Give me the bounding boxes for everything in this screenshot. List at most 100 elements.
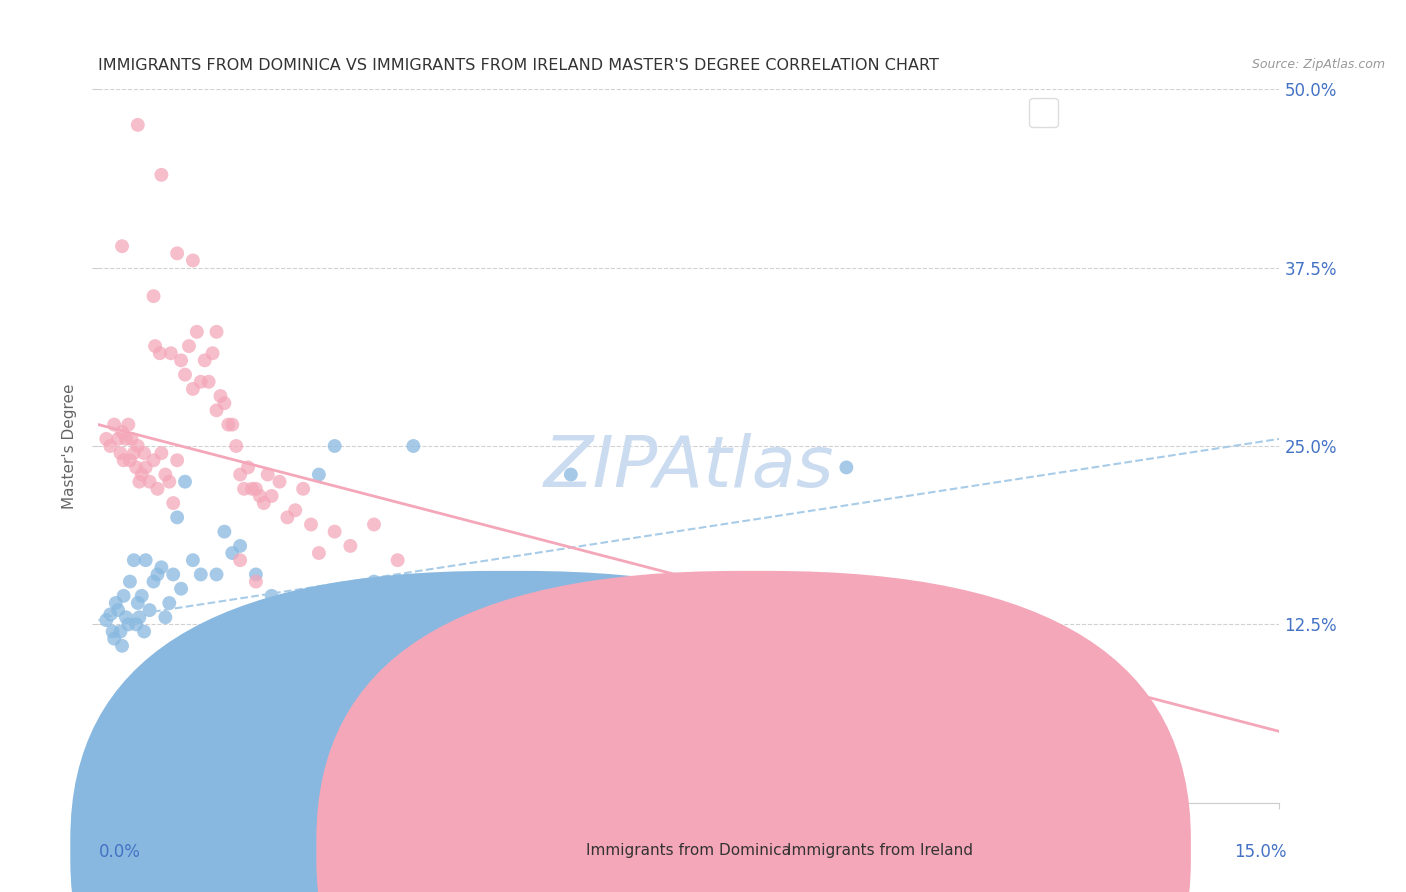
Point [402,439,425,453]
Point [205,403,228,417]
Point [214,524,236,539]
Point [128,610,150,624]
Point [103,632,125,646]
Point [128,475,150,489]
Text: Immigrants from Ireland: Immigrants from Ireland [787,843,973,858]
Point [253,496,276,510]
Point [127,118,149,132]
Point [308,546,330,560]
Point [101,624,124,639]
Point [107,432,129,446]
Point [107,603,129,617]
Point [240,482,263,496]
Point [162,567,184,582]
Point [221,546,243,560]
Point [796,624,818,639]
Point [170,353,193,368]
Point [118,453,141,467]
Point [339,539,361,553]
Point [194,353,217,368]
Point [150,168,173,182]
Point [155,610,177,624]
Point [132,446,155,460]
Point [142,574,165,589]
Point [138,475,160,489]
Point [221,417,243,432]
Point [122,446,145,460]
Point [177,339,200,353]
Point [138,603,160,617]
Point [245,567,267,582]
Text: ZIPAtlas: ZIPAtlas [544,433,834,502]
Point [132,624,155,639]
Point [146,482,169,496]
Point [323,439,346,453]
Point [127,439,149,453]
Point [142,289,165,303]
Point [160,346,183,360]
Point [98,607,121,622]
Point [214,396,236,410]
Point [110,624,132,639]
Point [135,460,157,475]
Point [131,589,153,603]
Point [181,382,204,396]
Point [110,446,132,460]
Point [249,489,271,503]
Point [441,674,464,689]
Point [236,460,259,475]
Point [299,517,322,532]
Point [269,475,291,489]
Point [112,453,135,467]
Point [217,417,239,432]
Point [599,667,621,681]
Point [111,239,134,253]
Point [481,660,503,674]
Text: 0.0%: 0.0% [98,843,141,861]
Text: Immigrants from Dominica: Immigrants from Dominica [586,843,792,858]
Point [323,524,346,539]
Point [256,467,278,482]
Point [111,639,134,653]
Text: 15.0%: 15.0% [1234,843,1286,861]
Y-axis label: Master's Degree: Master's Degree [62,384,77,508]
Point [142,453,165,467]
Point [96,432,118,446]
Point [418,653,440,667]
Point [131,467,153,482]
Point [155,467,177,482]
Point [308,674,330,689]
Point [245,482,267,496]
Point [96,613,118,627]
Point [127,596,149,610]
Point [190,760,212,774]
Point [174,368,197,382]
Point [181,253,204,268]
Point [560,467,582,482]
Point [229,553,252,567]
Point [225,439,247,453]
Point [135,553,157,567]
Point [103,417,125,432]
Point [190,375,212,389]
Point [157,475,180,489]
Point [181,553,204,567]
Point [205,567,228,582]
Point [197,674,219,689]
Point [170,582,193,596]
Point [125,617,148,632]
Point [260,589,283,603]
Point [122,553,145,567]
Point [166,760,188,774]
Point [104,596,127,610]
Point [125,460,148,475]
Point [174,475,197,489]
Point [115,610,138,624]
Legend:  [1029,98,1057,128]
Point [387,553,409,567]
Point [284,681,307,696]
Point [292,482,315,496]
Text: IMMIGRANTS FROM DOMINICA VS IMMIGRANTS FROM IRELAND MASTER'S DEGREE CORRELATION : IMMIGRANTS FROM DOMINICA VS IMMIGRANTS F… [98,58,939,73]
Point [117,617,139,632]
Point [363,574,385,589]
